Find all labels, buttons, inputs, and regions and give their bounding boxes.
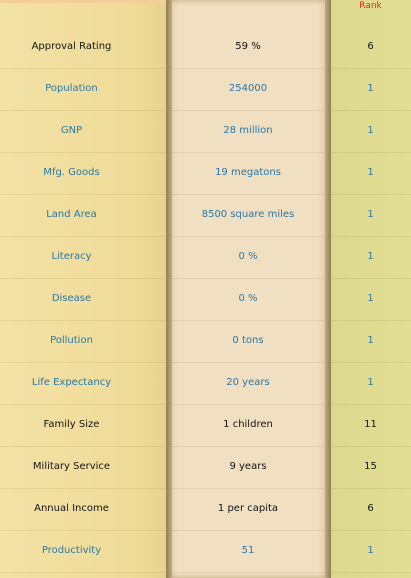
stat-value: 19 megatons (215, 167, 281, 178)
label-column (0, 0, 166, 578)
stat-value: 9 years (229, 461, 267, 472)
stat-label: Pollution (50, 335, 93, 346)
row-divider (0, 68, 411, 69)
stat-rank: 1 (367, 83, 374, 94)
stat-label: Literacy (51, 251, 92, 262)
stat-row[interactable]: Family Size 1 children 11 (0, 415, 411, 435)
rank-header: Rank (359, 1, 382, 11)
stat-row[interactable]: Approval Rating 59 % 6 (0, 37, 411, 57)
row-divider (0, 362, 411, 363)
row-divider (0, 236, 411, 237)
column-divider-left (166, 0, 172, 578)
stat-value: 8500 square miles (201, 209, 295, 220)
row-divider (0, 110, 411, 111)
stat-row[interactable]: Literacy 0 % 1 (0, 247, 411, 267)
stat-rank: 1 (367, 251, 374, 262)
column-divider-right (325, 0, 331, 578)
stat-label: Population (45, 83, 98, 94)
stat-row[interactable]: Productivity 51 1 (0, 541, 411, 561)
stat-row[interactable]: Population 254000 1 (0, 79, 411, 99)
stat-row[interactable]: Mfg. Goods 19 megatons 1 (0, 163, 411, 183)
top-strip (0, 0, 166, 3)
stat-value: 20 years (226, 377, 270, 388)
stat-value: 51 (241, 545, 255, 556)
stat-label: Mfg. Goods (43, 167, 100, 178)
row-divider (0, 530, 411, 531)
stat-rank: 11 (364, 419, 377, 430)
stat-label: Productivity (41, 545, 102, 556)
stat-value: 0 tons (232, 335, 264, 346)
stat-row[interactable]: Pollution 0 tons 1 (0, 331, 411, 351)
stat-value: 59 % (235, 41, 261, 52)
stat-row[interactable]: Disease 0 % 1 (0, 289, 411, 309)
stat-rank: 6 (367, 41, 374, 52)
stat-label: Land Area (46, 209, 97, 220)
stat-label: Approval Rating (31, 41, 112, 52)
stat-rank: 1 (367, 545, 374, 556)
row-divider (0, 194, 411, 195)
stat-row[interactable]: Military Service 9 years 15 (0, 457, 411, 477)
stat-value: 0 % (238, 293, 258, 304)
row-divider (0, 152, 411, 153)
stat-rank: 1 (367, 209, 374, 220)
stat-rank: 1 (367, 377, 374, 388)
stat-rank: 15 (364, 461, 377, 472)
stat-row[interactable]: Life Expectancy 20 years 1 (0, 373, 411, 393)
row-divider (0, 446, 411, 447)
stat-row[interactable]: Annual Income 1 per capita 6 (0, 499, 411, 519)
row-divider (0, 488, 411, 489)
stat-label: GNP (60, 125, 83, 136)
row-divider (0, 320, 411, 321)
row-divider (0, 404, 411, 405)
stat-value: 28 million (223, 125, 273, 136)
stat-rank: 1 (367, 335, 374, 346)
stat-rank: 1 (367, 167, 374, 178)
stat-label: Family Size (43, 419, 100, 430)
stat-label: Military Service (32, 461, 111, 472)
stat-value: 254000 (228, 83, 268, 94)
stat-value: 0 % (238, 251, 258, 262)
stat-rank: 1 (367, 293, 374, 304)
row-divider (0, 572, 411, 573)
stat-rank: 6 (367, 503, 374, 514)
row-divider (0, 278, 411, 279)
stat-label: Life Expectancy (31, 377, 112, 388)
value-column (166, 0, 330, 578)
stat-row[interactable]: Land Area 8500 square miles 1 (0, 205, 411, 225)
stat-label: Disease (51, 293, 92, 304)
rank-column (330, 0, 411, 578)
stat-value: 1 children (223, 419, 273, 430)
stat-row[interactable]: GNP 28 million 1 (0, 121, 411, 141)
stat-value: 1 per capita (217, 503, 279, 514)
stat-rank: 1 (367, 125, 374, 136)
stat-label: Annual Income (34, 503, 109, 514)
